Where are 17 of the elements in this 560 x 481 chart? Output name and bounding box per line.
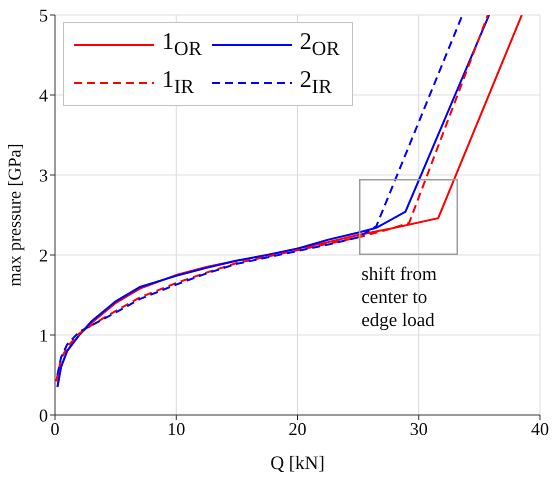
x-tick-label: 40 <box>531 418 549 439</box>
y-tick-label: 4 <box>39 85 48 106</box>
legend-label: 2$_{OR}$ <box>300 29 340 61</box>
x-axis-title: Q [kN] <box>270 453 325 474</box>
x-tick-label: 30 <box>410 418 428 439</box>
x-tick-label: 10 <box>167 418 186 439</box>
y-tick-label: 2 <box>39 245 48 266</box>
y-tick-label: 0 <box>39 405 48 426</box>
x-tick-label: 20 <box>288 418 306 439</box>
y-tick-label: 3 <box>39 165 48 186</box>
y-tick-label: 1 <box>39 325 48 346</box>
legend-label: 1$_{OR}$ <box>162 29 202 61</box>
legend-label: 1$_{IR}$ <box>162 66 194 99</box>
annotation: shift from center to edge load <box>361 263 438 332</box>
legend-label: 2$_{IR}$ <box>300 66 332 99</box>
y-axis-title: max pressure [GPa] <box>4 144 24 286</box>
y-tick-label: 5 <box>39 5 48 26</box>
